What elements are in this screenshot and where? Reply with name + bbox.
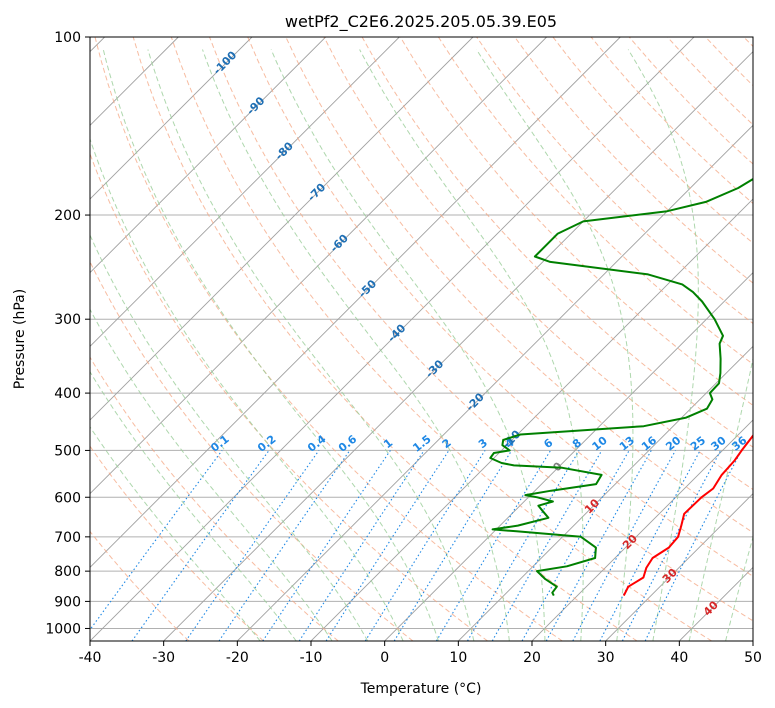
x-tick-label: 10: [449, 650, 467, 666]
moist-adiabat-line: [725, 535, 753, 641]
mixing-ratio-line: [621, 450, 722, 641]
x-axis-title: Temperature (°C): [360, 681, 482, 697]
isotherm-line: [605, 493, 753, 641]
y-tick-label: 800: [54, 564, 81, 580]
mixing-ratio-line: [90, 450, 223, 631]
mixing-ratio-line: [131, 450, 270, 641]
isotherm-line: [458, 345, 753, 641]
dry-adiabat-line: [323, 37, 753, 491]
mixing-ratio-line: [298, 450, 425, 641]
moist-adiabat-line: [90, 370, 297, 641]
profile-lines: [489, 177, 753, 597]
y-axis-title: Pressure (hPa): [12, 289, 28, 389]
x-tick-label: 20: [523, 650, 541, 666]
moist-adiabat-line: [270, 49, 546, 641]
isotherm-line: [90, 37, 547, 495]
y-tick-label: 100: [54, 30, 81, 46]
mixing-ratio-line: [572, 450, 676, 641]
y-tick-label: 500: [54, 443, 81, 459]
isotherm-lines: [90, 37, 753, 641]
x-tick-label: 40: [670, 650, 688, 666]
dry-adiabat-line: [514, 37, 753, 284]
dry-adiabat-line: [132, 37, 638, 641]
dry-adiabat-line: [209, 37, 753, 622]
x-axis-ticks: -40 -30 -20 -10 0 10 20 30 40 50: [79, 641, 762, 666]
isotherm-line: [163, 51, 753, 641]
x-tick-label: 0: [380, 650, 389, 666]
x-tick-label: -10: [300, 650, 323, 666]
moist-adiabat-line: [627, 49, 699, 641]
dry-adiabat-line: [170, 37, 712, 641]
isotherm-line: [90, 37, 621, 568]
mixing-ratio-line: [218, 450, 351, 641]
isotherm-line: [90, 37, 695, 641]
x-tick-label: 30: [597, 650, 615, 666]
moist-adiabat-lines: [90, 49, 753, 641]
x-tick-label: -40: [79, 650, 102, 666]
dry-adiabat-line: [90, 152, 488, 641]
moist-adiabat-line: [90, 426, 261, 641]
isotherm-line: [90, 37, 253, 200]
dry-adiabat-line: [90, 530, 190, 641]
y-tick-label: 200: [54, 208, 81, 224]
isotherm-line: [90, 37, 474, 421]
x-tick-label: -30: [152, 650, 175, 666]
temperature-profile-line: [622, 434, 753, 597]
isotherm-line: [384, 272, 753, 641]
isotherm-line: [90, 37, 400, 347]
isotherm-line: [531, 419, 753, 641]
chart-title: wetPf2_C2E6.2025.205.05.39.E05: [285, 12, 557, 32]
moist-adiabat-line: [102, 49, 439, 641]
plot-area: [90, 37, 753, 641]
x-tick-label: -20: [226, 650, 249, 666]
dry-adiabat-line: [90, 356, 339, 641]
y-tick-label: 600: [54, 490, 81, 506]
dewpoint-profile-line: [489, 177, 753, 597]
isotherm-line: [237, 124, 753, 641]
isotherm-line: [90, 37, 326, 274]
y-axis-ticks: 100 200 300 400 500 600 700 800 900 1000: [45, 30, 90, 637]
mixing-ratio-line: [185, 450, 320, 641]
moist-adiabat-line: [688, 356, 753, 641]
y-tick-label: 400: [54, 386, 81, 402]
y-tick-label: 900: [54, 594, 81, 610]
x-tick-label: 50: [744, 650, 762, 666]
dry-adiabat-line: [247, 37, 753, 577]
y-tick-label: 1000: [45, 621, 81, 637]
moist-adiabat-line: [202, 49, 510, 641]
moist-adiabat-line: [476, 49, 634, 641]
mixing-ratio-line: [545, 450, 652, 641]
mixing-ratio-line: [262, 450, 391, 641]
moist-adiabat-line: [90, 137, 404, 641]
mixing-ratio-line: [325, 450, 450, 641]
dry-adiabat-line: [399, 37, 753, 407]
plot-frame: [89, 36, 754, 642]
mixing-ratio-line: [644, 450, 742, 641]
dry-adiabat-lines: [90, 37, 753, 641]
dry-adiabat-line: [90, 445, 264, 641]
dry-adiabat-line: [90, 260, 414, 641]
moist-adiabat-line: [90, 308, 333, 641]
dry-adiabat-line: [94, 37, 563, 641]
y-tick-label: 300: [54, 312, 81, 328]
y-tick-label: 700: [54, 530, 81, 546]
dry-adiabat-line: [437, 37, 753, 365]
mixing-ratio-line: [393, 450, 513, 641]
mixing-ratio-line: [521, 450, 630, 641]
moist-adiabat-line: [147, 49, 475, 641]
mixing-ratio-lines: [90, 450, 742, 641]
